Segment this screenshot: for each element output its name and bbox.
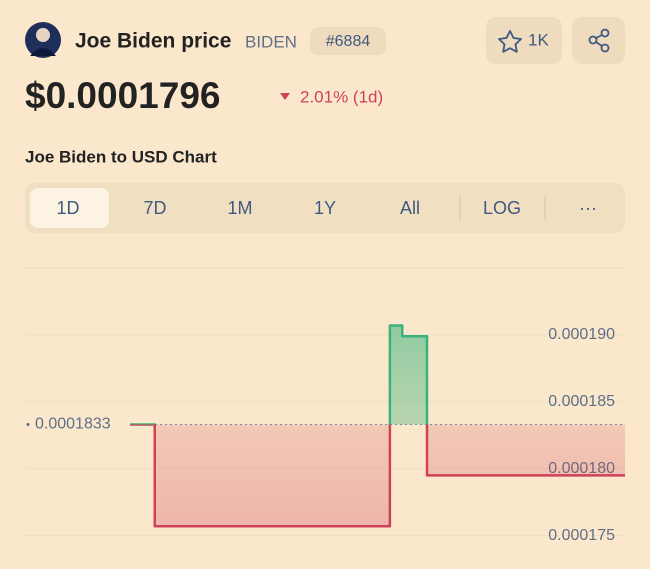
tab[interactable]: ··· xyxy=(579,198,597,218)
tab[interactable]: 1M xyxy=(227,198,252,218)
chart: 0.0001750.0001800.0001850.0001900.000183… xyxy=(25,324,625,544)
tab-selected xyxy=(30,188,109,228)
reference-dot xyxy=(26,423,30,427)
coin-name: Joe Biden price xyxy=(75,30,231,53)
tab[interactable]: 7D xyxy=(143,198,166,218)
share-icon xyxy=(588,28,610,53)
share-button[interactable] xyxy=(572,17,625,64)
y-tick-label: 0.000185 xyxy=(548,393,615,410)
area-down xyxy=(130,424,625,527)
price-change: 2.01% (1d) xyxy=(300,87,383,106)
avatar-suit xyxy=(30,48,56,56)
watchlist-count: 1K xyxy=(528,30,549,49)
tab-bar xyxy=(25,183,625,233)
y-tick-label: 0.000190 xyxy=(548,326,615,343)
rank-badge xyxy=(310,27,386,55)
price-line xyxy=(130,324,625,528)
down-triangle xyxy=(280,93,290,100)
tab[interactable]: LOG xyxy=(483,198,521,218)
avatar-face xyxy=(36,28,50,42)
rank: #6884 xyxy=(326,33,371,50)
tab[interactable]: 1D xyxy=(56,198,79,218)
tab[interactable]: 1Y xyxy=(314,198,336,218)
coin-symbol: BIDEN xyxy=(245,32,297,51)
reference-label: 0.0001833 xyxy=(35,416,111,433)
chart-heading: Joe Biden to USD Chart xyxy=(25,147,217,166)
tabs: 1D 7D 1M 1Y All LOG ··· xyxy=(56,198,597,218)
area-up xyxy=(389,325,427,425)
tab[interactable]: All xyxy=(400,198,420,218)
star-icon xyxy=(498,30,522,53)
watchlist-button[interactable] xyxy=(486,17,562,64)
price: $0.0001796 xyxy=(25,75,220,116)
y-tick-label: 0.000175 xyxy=(548,527,615,544)
